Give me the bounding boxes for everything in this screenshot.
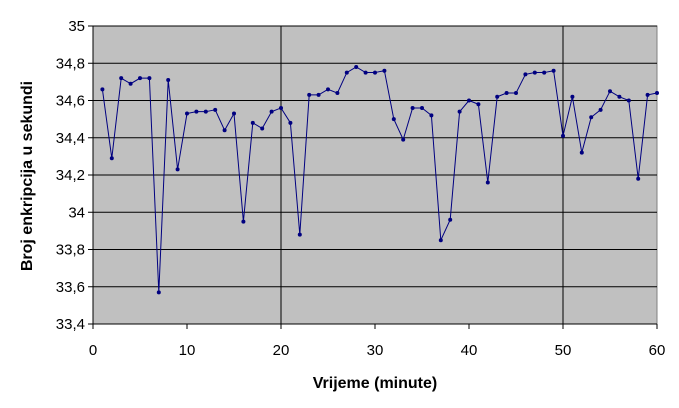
data-point [241,219,246,224]
data-point [551,68,556,73]
data-point [138,76,142,81]
x-tick-label: 30 [367,342,384,359]
data-point [269,109,274,114]
data-point [561,133,565,138]
data-point [438,238,443,243]
data-point [147,76,152,81]
data-point [382,68,387,73]
x-tick-labels: 0 10 20 30 40 50 60 [89,342,666,359]
data-point [401,137,406,142]
y-tick-label: 34 [68,204,85,221]
data-point [598,107,603,112]
y-tick-label: 33,8 [56,242,85,259]
x-axis-title: Vrijeme (minute) [313,375,437,392]
data-point [175,167,180,172]
y-tick-label: 35 [68,18,85,35]
y-tick-labels: 33,4 33,6 33,8 34 34,2 34,4 34,6 34,8 35 [56,18,85,333]
data-point [457,109,462,114]
data-point [326,87,330,92]
data-point [316,92,321,97]
data-point [297,232,302,237]
data-point [579,150,584,155]
data-point [532,70,537,75]
y-tick-label: 33,6 [56,279,85,296]
data-point [504,91,509,96]
data-point [410,105,415,110]
data-point [429,113,434,118]
data-point [344,70,349,75]
data-point [354,64,359,69]
data-point [514,91,518,96]
y-tick-label: 34,4 [56,130,85,147]
data-point [617,94,622,99]
x-tick-label: 0 [89,342,97,359]
data-point [203,109,208,114]
data-point [194,109,199,114]
data-point [495,94,500,99]
data-point [391,117,396,122]
y-tick-label: 34,8 [56,55,85,72]
data-point [373,70,377,75]
data-point [307,92,312,97]
data-point [363,70,368,75]
y-axis-title: Broj enkripcija u sekundi [19,81,36,271]
x-tick-label: 10 [179,342,196,359]
data-point [166,78,171,83]
data-point [128,81,133,86]
data-point [467,98,471,103]
data-point [608,89,612,94]
data-point [655,91,659,96]
data-point [279,105,283,110]
data-point [570,94,575,99]
data-point [589,115,594,120]
data-point [100,87,105,92]
data-point [542,70,547,75]
data-point [523,72,528,77]
data-point [636,176,641,181]
data-point [232,111,236,116]
x-tick-label: 50 [555,342,572,359]
data-points [100,64,659,295]
data-point [485,180,490,185]
axes [88,25,658,329]
data-point [213,107,218,112]
data-point [250,120,255,125]
y-tick-label: 33,4 [56,316,85,333]
y-tick-label: 34,2 [56,167,85,184]
data-point [185,111,189,116]
data-point [476,102,481,107]
data-point [260,126,265,131]
x-tick-label: 20 [273,342,290,359]
x-tick-label: 60 [649,342,666,359]
data-point [119,76,124,81]
data-point [448,217,453,222]
data-point [626,98,631,103]
data-point [335,91,340,96]
x-tick-label: 40 [461,342,478,359]
data-point [156,290,161,295]
y-tick-label: 34,6 [56,93,85,110]
data-point [645,92,650,97]
data-point [420,105,424,110]
data-point [109,156,114,161]
data-point [288,120,293,125]
data-point [222,128,227,133]
